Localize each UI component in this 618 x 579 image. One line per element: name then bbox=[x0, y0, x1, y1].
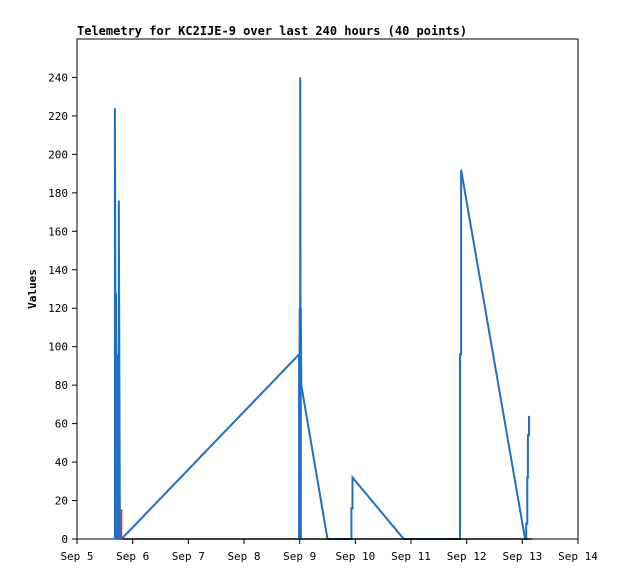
chart-title: Telemetry for KC2IJE-9 over last 240 hou… bbox=[77, 24, 467, 38]
x-tick-label: Sep 6 bbox=[116, 550, 149, 563]
x-tick-label: Sep 10 bbox=[335, 550, 375, 563]
x-tick-label: Sep 13 bbox=[502, 550, 542, 563]
y-tick-label: 40 bbox=[55, 456, 68, 469]
y-tick-label: 80 bbox=[55, 379, 68, 392]
y-tick-label: 120 bbox=[48, 302, 68, 315]
x-tick-label: Sep 5 bbox=[60, 550, 93, 563]
y-tick-label: 220 bbox=[48, 110, 68, 123]
y-axis: 0 20 40 60 80 100 120 140 160 180 200 220 240 bbox=[48, 71, 77, 546]
y-tick-label: 140 bbox=[48, 264, 68, 277]
y-tick-label: 60 bbox=[55, 418, 68, 431]
y-tick-label: 240 bbox=[48, 71, 68, 84]
y-tick-label: 180 bbox=[48, 187, 68, 200]
x-tick-label: Sep 12 bbox=[447, 550, 487, 563]
y-tick-label: 0 bbox=[61, 533, 68, 546]
x-tick-label: Sep 11 bbox=[391, 550, 431, 563]
x-tick-label: Sep 9 bbox=[283, 550, 316, 563]
x-tick-label: Sep 14 bbox=[558, 550, 598, 563]
x-axis: Sep 5 Sep 6 Sep 7 Sep 8 Sep 9 Sep 10 Sep 11 Sep… bbox=[60, 539, 598, 563]
y-tick-label: 200 bbox=[48, 148, 68, 161]
y-tick-label: 160 bbox=[48, 225, 68, 238]
series-layer bbox=[113, 77, 533, 540]
x-tick-label: Sep 7 bbox=[172, 550, 205, 563]
plot-area bbox=[76, 38, 579, 540]
y-tick-label: 20 bbox=[55, 495, 68, 508]
series-line-1 bbox=[120, 509, 123, 539]
y-axis-label: Values bbox=[26, 269, 39, 309]
y-tick-label: 100 bbox=[48, 341, 68, 354]
x-tick-label: Sep 8 bbox=[227, 550, 260, 563]
